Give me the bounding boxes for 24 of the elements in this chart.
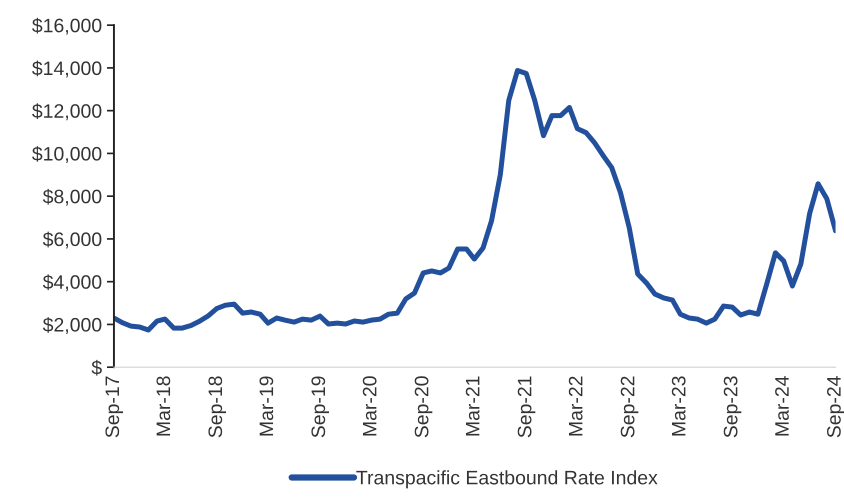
x-tick-label: Mar-23 — [672, 376, 686, 436]
y-tick-label: $2,000 — [42, 317, 102, 334]
x-tick-label: Sep-18 — [208, 376, 226, 438]
y-tick-label: $10,000 — [32, 146, 102, 163]
legend-label: Transpacific Eastbound Rate Index — [356, 470, 658, 488]
y-tick-label: $4,000 — [42, 274, 102, 292]
x-tick-label: Sep-21 — [518, 376, 536, 438]
y-tick-label: $8,000 — [42, 188, 102, 206]
y-tick-label: $16,000 — [32, 18, 102, 35]
y-tick-label: $6,000 — [42, 232, 102, 248]
x-tick-label: Sep-23 — [724, 376, 742, 438]
x-tick-label: Mar-18 — [156, 376, 170, 436]
x-tick-label: Mar-24 — [775, 376, 789, 436]
x-tick-label: Mar-22 — [568, 376, 583, 436]
y-tick-label: $14,000 — [32, 60, 102, 78]
x-tick-label: Mar-19 — [259, 376, 274, 436]
x-tick-label: Mar-20 — [362, 376, 377, 436]
x-tick-label: Sep-19 — [311, 376, 330, 438]
x-tick-label: Sep-20 — [414, 376, 432, 438]
x-tick-label: Sep-17 — [105, 376, 124, 438]
y-tick-label: $12,000 — [32, 103, 102, 120]
y-tick-label: $ — [92, 360, 102, 376]
x-tick-label: Mar-21 — [466, 376, 480, 436]
x-tick-label: Sep-22 — [620, 376, 638, 438]
